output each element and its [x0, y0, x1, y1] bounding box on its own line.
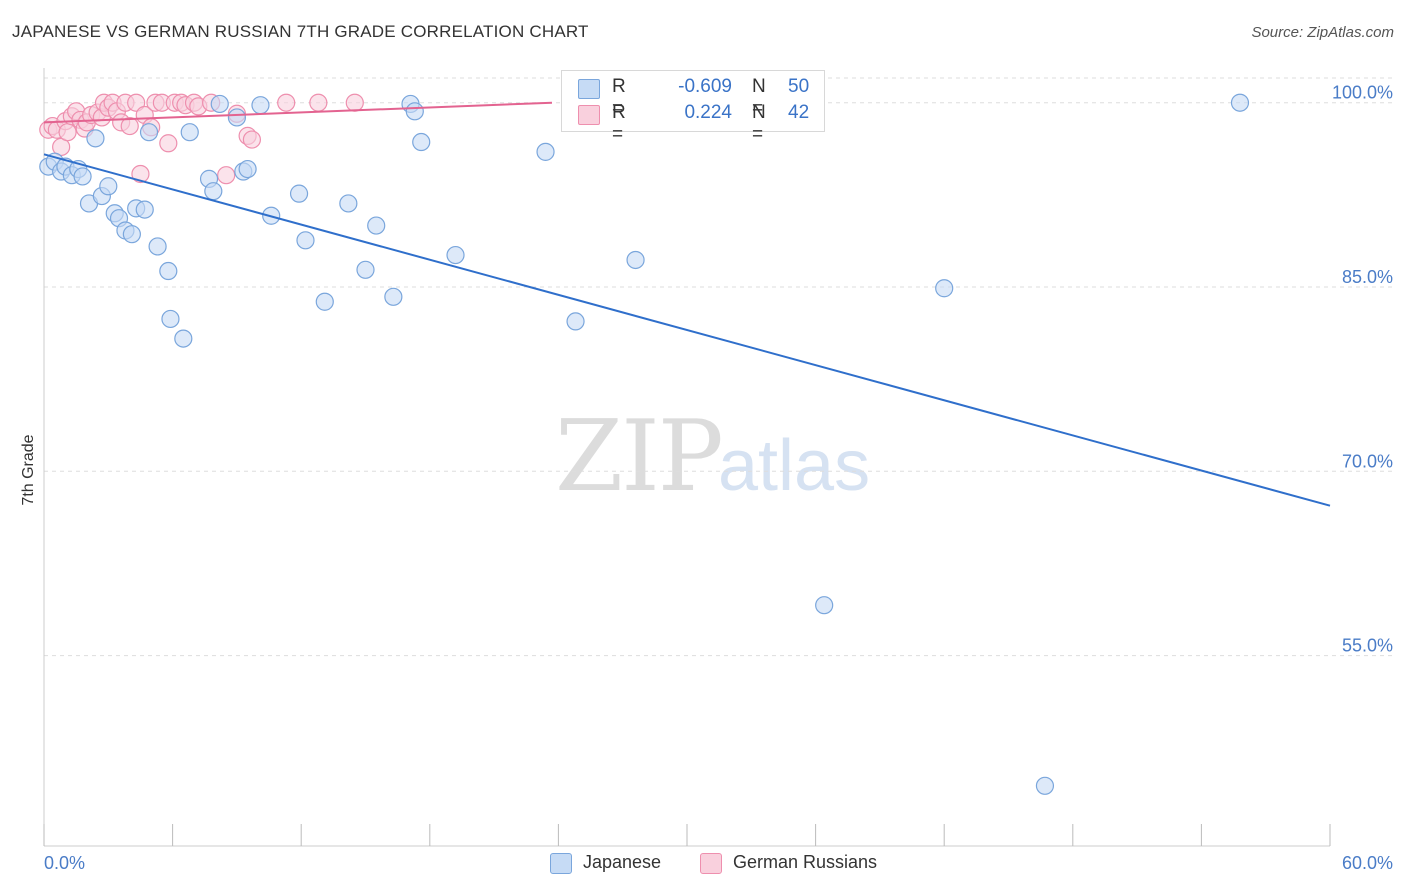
point-japanese — [210, 94, 229, 114]
bottom-legend-label-japanese: Japanese — [583, 852, 662, 872]
trendline-german-russians — [43, 101, 553, 124]
point-japanese — [1230, 93, 1250, 112]
legend-n-label: N = — [752, 76, 766, 119]
watermark-zip: ZIP — [555, 400, 724, 514]
point-german-russians — [277, 93, 296, 112]
point-japanese — [204, 182, 223, 201]
point-japanese — [315, 292, 334, 311]
point-german-russians — [217, 166, 236, 185]
point-japanese — [161, 309, 180, 329]
point-japanese — [626, 250, 645, 270]
legend-r-value: 0.224 — [684, 102, 732, 123]
watermark-atlas: atlas — [718, 426, 871, 506]
legend-r-label: R = — [612, 102, 626, 145]
bottom-legend-label-german-russians: German Russians — [733, 852, 878, 872]
point-japanese — [296, 231, 315, 250]
point-japanese — [99, 177, 118, 196]
point-japanese — [139, 123, 159, 142]
trendline-japanese — [43, 153, 1331, 507]
point-japanese — [159, 261, 178, 281]
bottom-legend-swatch-german-russians — [700, 853, 722, 874]
point-japanese — [73, 167, 92, 186]
bottom-legend-swatch-japanese — [550, 853, 572, 874]
point-german-russians — [120, 116, 139, 136]
x-tick-label: 0.0% — [44, 853, 85, 873]
y-tick-label: 100.0% — [1332, 83, 1393, 103]
point-japanese — [405, 102, 424, 121]
point-japanese — [356, 260, 375, 279]
point-japanese — [815, 596, 834, 615]
legend-r-value: -0.609 — [678, 76, 732, 97]
point-japanese — [135, 200, 154, 219]
legend-r-label: R = — [612, 76, 626, 119]
point-japanese — [148, 237, 167, 256]
point-german-russians — [242, 130, 262, 149]
point-japanese — [1035, 776, 1055, 795]
point-japanese — [935, 279, 954, 298]
point-japanese — [174, 329, 193, 348]
source-label: Source: ZipAtlas.com — [1251, 24, 1394, 41]
point-japanese — [412, 132, 431, 152]
point-german-russians — [159, 134, 178, 153]
x-tick-label: 60.0% — [1342, 853, 1393, 873]
legend-n-value: 42 — [788, 102, 810, 123]
point-japanese — [289, 184, 309, 203]
point-german-russians — [345, 93, 364, 112]
point-japanese — [180, 123, 199, 142]
legend-swatch-german-russians — [578, 105, 600, 125]
legend-n-value: 50 — [788, 76, 810, 97]
legend-swatch-japanese — [578, 79, 600, 99]
legend-n-label: N = — [752, 102, 766, 145]
correlation-legend: R = -0.609 N = 50 R = 0.224 N = 42 — [561, 70, 825, 145]
point-japanese — [339, 194, 358, 213]
point-japanese — [566, 312, 585, 331]
y-tick-label: 70.0% — [1342, 451, 1393, 471]
y-tick-label: 85.0% — [1342, 267, 1393, 287]
point-japanese — [536, 142, 555, 161]
point-japanese — [446, 245, 465, 265]
point-german-russians — [127, 93, 146, 112]
y-tick-label: 55.0% — [1342, 636, 1393, 656]
point-japanese — [384, 287, 403, 306]
point-german-russians — [131, 164, 150, 184]
point-german-russians — [309, 93, 328, 112]
chart-title: JAPANESE VS GERMAN RUSSIAN 7TH GRADE COR… — [12, 22, 589, 41]
point-japanese — [238, 159, 257, 179]
point-japanese — [86, 129, 105, 148]
point-japanese — [122, 225, 141, 244]
point-japanese — [227, 108, 246, 127]
point-german-russians — [58, 123, 77, 142]
point-japanese — [367, 216, 386, 235]
point-japanese — [251, 96, 270, 115]
